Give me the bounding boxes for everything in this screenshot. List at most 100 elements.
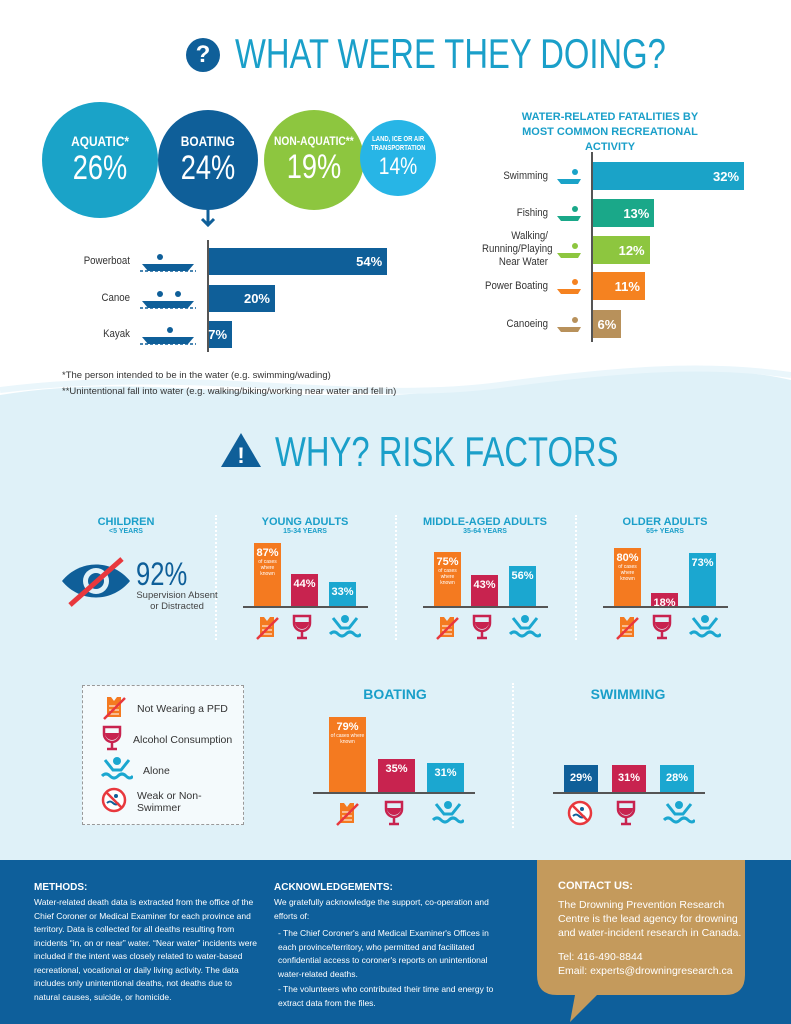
bar-powerboat: 54%: [209, 248, 388, 275]
no-life-jacket-icon: [101, 694, 127, 723]
circle-value: 19%: [286, 147, 342, 186]
row-label: Power Boating: [485, 279, 548, 292]
legend-item-nonswimmer: Weak or Non-Swimmer: [101, 786, 243, 817]
group-subtitle: 65+ YEARS: [646, 528, 684, 535]
bar-pfd: 87% of cases where known: [254, 543, 281, 606]
wine-glass-icon: [291, 614, 321, 642]
wine-glass-icon: [471, 614, 501, 642]
canoe-icon: [140, 289, 196, 309]
swimmer-alone-icon: [688, 614, 722, 642]
bar-activity: 13%: [593, 199, 655, 227]
circle-label: AQUATIC*: [71, 132, 129, 149]
group-subtitle: 15-34 YEARS: [283, 528, 327, 535]
bar-alcohol: 31%: [612, 765, 646, 792]
chart-baseline: [243, 606, 368, 608]
circle-label: NON-AQUATIC**: [274, 133, 354, 148]
bar-note: of cases where known: [258, 559, 277, 577]
bar-nonswimmer: 29%: [564, 765, 598, 792]
bar-note: of cases where known: [618, 564, 637, 582]
aquatic-circle: AQUATIC* 26%: [42, 102, 158, 218]
bar-pfd: 79% of cases where known: [329, 717, 366, 792]
methods-title: METHODS:: [34, 882, 88, 893]
no-swimming-icon: [101, 787, 127, 816]
divider: [215, 515, 217, 640]
row-label: Walking/ Running/Playing Near Water: [482, 230, 553, 268]
group-subtitle: 35-64 YEARS: [463, 528, 507, 535]
legend-label: Not Wearing a PFD: [137, 702, 228, 715]
bar-value: 18%: [653, 597, 676, 609]
kayak-icon: [140, 325, 196, 345]
bar-value: 31%: [434, 767, 457, 779]
ack-item: - The volunteers who contributed their t…: [278, 984, 494, 1008]
powerboat-icon: [140, 252, 196, 272]
bar-value: 31%: [617, 772, 641, 784]
contact-block: CONTACT US: The Drowning Prevention Rese…: [558, 880, 743, 978]
bar-canoe: 20%: [209, 285, 275, 312]
children-title: CHILDREN: [97, 516, 155, 528]
middle-aged-heading: MIDDLE-AGED ADULTS 35-64 YEARS: [400, 516, 570, 535]
boating-circle: BOATING 24%: [158, 110, 258, 210]
bar-pfd: 75% of cases where known: [434, 552, 461, 606]
group-title: YOUNG ADULTS: [261, 516, 349, 528]
eye-crossed-icon: [62, 557, 130, 607]
circle-value: 26%: [72, 148, 128, 187]
no-swimming-icon: [567, 800, 597, 828]
bar-alcohol: 43%: [471, 575, 498, 606]
ack-item: - The Chief Coroner's and Medical Examin…: [278, 928, 489, 979]
question-circle-icon: ?: [186, 38, 220, 72]
contact-text: The Drowning Prevention Research Centre …: [558, 899, 742, 939]
wine-glass-icon: [651, 614, 681, 642]
bar-alone: 56%: [509, 566, 536, 606]
bar-alone: 28%: [660, 765, 694, 792]
bar-value: 87%: [256, 547, 279, 559]
circle-label: LAND, ICE OR AIR TRANSPORTATION: [370, 136, 426, 152]
divider: [575, 515, 577, 640]
no-life-jacket-icon: [334, 800, 364, 828]
bar-value: 44%: [293, 578, 316, 590]
contact-phone[interactable]: Tel: 416-490-8844: [558, 951, 643, 963]
canoe-icon: [555, 315, 585, 335]
chart-baseline: [313, 792, 475, 794]
chart-baseline: [603, 606, 728, 608]
legend-box: Not Wearing a PFD Alcohol Consumption Al…: [82, 685, 244, 825]
circle-value: 14%: [378, 153, 418, 180]
hiking-icon: [555, 241, 585, 261]
wine-glass-icon: [615, 800, 645, 828]
bar-value: 73%: [691, 557, 714, 569]
bar-activity: 32%: [593, 162, 745, 190]
wine-glass-icon: [101, 725, 123, 754]
boating-heading: BOATING: [310, 686, 480, 702]
no-life-jacket-icon: [254, 614, 284, 642]
children-subtitle: <5 YEARS: [109, 528, 143, 535]
bar-value: 75%: [436, 556, 459, 568]
group-title: MIDDLE-AGED ADULTS: [422, 516, 548, 528]
contact-title: CONTACT US:: [558, 880, 633, 892]
row-label: Canoeing: [506, 317, 548, 330]
activity-axis: [591, 152, 593, 342]
bar-alone: 33%: [329, 582, 356, 606]
swimmer-alone-icon: [508, 614, 542, 642]
row-label: Swimming: [503, 169, 548, 182]
contact-email[interactable]: Email: experts@drowningresearch.ca: [558, 965, 733, 977]
legend-item-alcohol: Alcohol Consumption: [101, 724, 243, 755]
power-boat-icon: [555, 277, 585, 297]
swimmer-alone-icon: [100, 756, 135, 785]
divider: [395, 515, 397, 640]
transport-circle: LAND, ICE OR AIR TRANSPORTATION 14%: [360, 120, 436, 196]
children-caption: Supervision Absent or Distracted: [136, 590, 218, 612]
acknowledgements-block: ACKNOWLEDGEMENTS: We gratefully acknowle…: [274, 882, 499, 1010]
bar-kayak: 7%: [208, 321, 233, 348]
children-value: 92%: [136, 556, 188, 592]
chart-baseline: [553, 792, 705, 794]
non-aquatic-circle: NON-AQUATIC** 19%: [264, 110, 364, 210]
warning-triangle-icon: !: [221, 433, 261, 468]
footnote-aquatic: *The person intended to be in the water …: [62, 370, 331, 381]
bar-value: 80%: [616, 552, 639, 564]
divider: [512, 683, 514, 828]
group-title: SWIMMING: [590, 686, 666, 702]
children-heading: CHILDREN <5 YEARS: [41, 516, 211, 535]
ack-intro: We gratefully acknowledge the support, c…: [274, 897, 489, 921]
row-label: Kayak: [103, 328, 130, 340]
row-label: Powerboat: [83, 255, 130, 267]
bar-alone: 31%: [427, 763, 464, 792]
